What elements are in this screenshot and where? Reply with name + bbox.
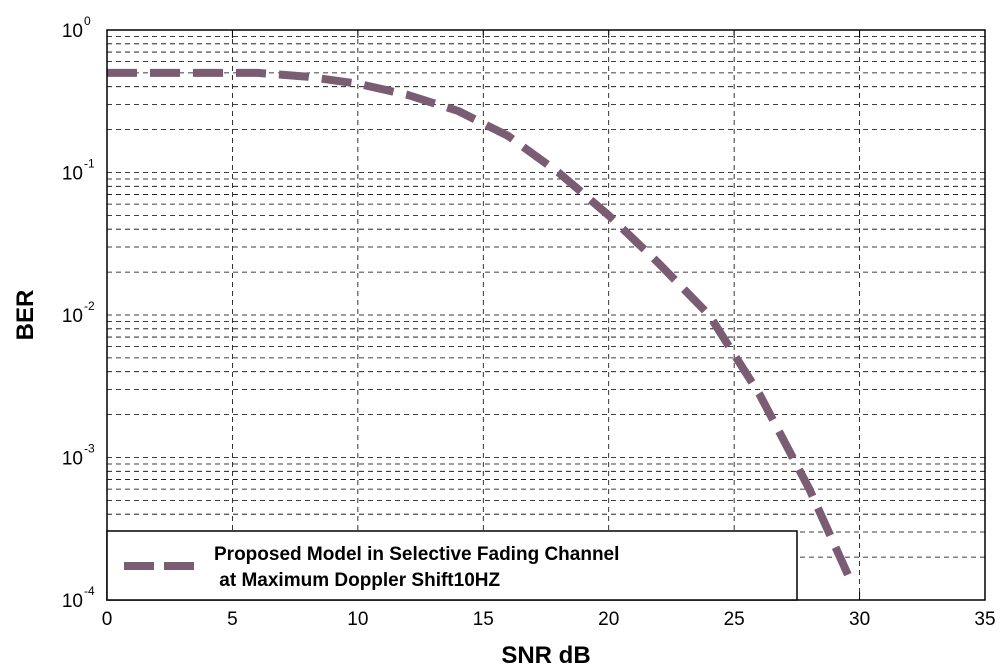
x-tick-labels: 0 5 10 15 20 25 30 35 (102, 609, 996, 630)
y-tick-exponent: -3 (84, 442, 95, 456)
y-tick-label: 10 (62, 21, 83, 42)
legend: Proposed Model in Selective Fading Chann… (106, 530, 798, 601)
x-tick-label: 5 (227, 609, 238, 630)
legend-entry-line-2: at Maximum Doppler Shift10HZ (214, 570, 500, 591)
plot-frame (106, 29, 986, 601)
x-tick-label: 20 (598, 609, 619, 630)
y-tick-label: 10 (62, 449, 83, 470)
y-tick-exponent: -2 (84, 299, 95, 313)
y-tick-label: 10 (62, 164, 83, 185)
y-tick-exponent: -1 (84, 157, 95, 171)
y-axis-label: BER (12, 290, 39, 341)
x-tick-label: 25 (724, 609, 745, 630)
y-tick-label: 10 (62, 306, 83, 327)
legend-box (106, 530, 798, 601)
y-tick-label: 10 (62, 591, 83, 612)
x-axis-label: SNR dB (501, 642, 590, 669)
grid-lines (106, 30, 986, 600)
x-tick-label: 10 (347, 609, 368, 630)
x-tick-label: 0 (102, 609, 113, 630)
series-line-0 (107, 68, 856, 586)
legend-entry-line-1: Proposed Model in Selective Fading Chann… (214, 544, 619, 565)
x-tick-label: 15 (473, 609, 494, 630)
series-group (107, 68, 856, 586)
x-tick-label: 30 (849, 609, 870, 630)
y-tick-exponent: 0 (84, 14, 91, 28)
y-tick-exponent: -4 (84, 584, 95, 598)
x-tick-label: 35 (974, 609, 995, 630)
